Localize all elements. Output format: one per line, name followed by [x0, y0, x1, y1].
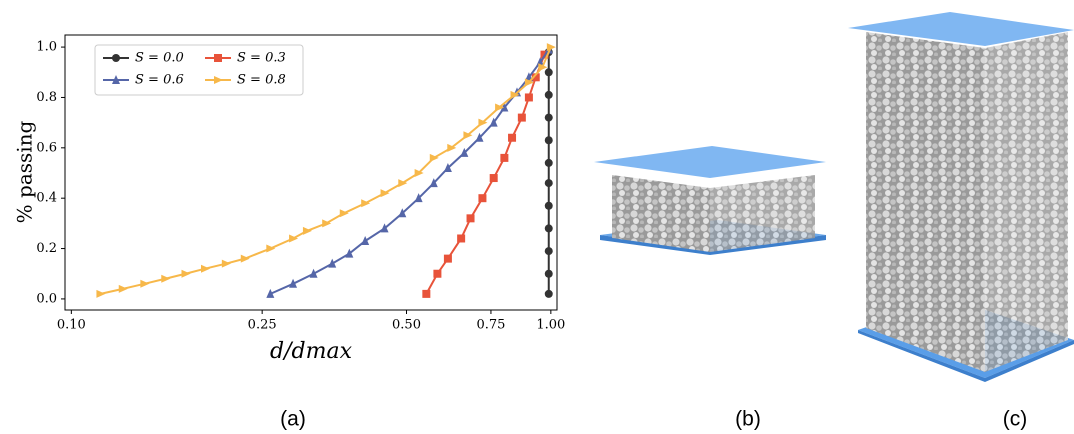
- x-tick-label: 0.50: [392, 318, 421, 333]
- marker: [545, 290, 553, 298]
- figure: (a) (b) (c) d/dmax % passing 0.10 0.25 0.5…: [0, 0, 1074, 434]
- y-axis-label: % passing: [13, 120, 37, 223]
- marker: [545, 202, 553, 210]
- marker: [545, 136, 553, 144]
- marker: [490, 174, 498, 182]
- y-tick-label: 0.4: [36, 191, 57, 206]
- y-tick-label: 0.8: [36, 90, 57, 105]
- x-tick-label: 0.10: [57, 318, 86, 333]
- marker: [457, 234, 465, 242]
- marker: [214, 54, 222, 62]
- legend-label: S = 0.3: [237, 51, 286, 66]
- marker: [545, 247, 553, 255]
- x-tick-label: 0.75: [476, 318, 505, 333]
- panel-label: (a): [280, 408, 306, 431]
- marker: [545, 68, 553, 76]
- panel-label: (c): [1003, 408, 1028, 431]
- marker: [161, 275, 170, 283]
- marker: [96, 290, 105, 298]
- y-tick-label: 0.6: [36, 140, 57, 155]
- legend-label: S = 0.8: [237, 73, 286, 88]
- legend: S = 0.0 S = 0.6 S = 0.3 S = 0.8: [95, 45, 303, 95]
- marker: [201, 265, 210, 273]
- marker: [222, 260, 231, 268]
- marker: [361, 236, 369, 245]
- marker: [518, 114, 526, 122]
- marker: [508, 134, 516, 142]
- legend-label: S = 0.6: [135, 73, 184, 88]
- marker: [444, 255, 452, 263]
- marker: [545, 179, 553, 187]
- marker: [545, 224, 553, 232]
- marker: [433, 270, 441, 278]
- x-tick-label: 0.25: [248, 318, 277, 333]
- marker: [545, 114, 553, 122]
- sample-tall: [848, 12, 1074, 382]
- x-tick-label: 1.00: [536, 318, 565, 333]
- marker: [345, 249, 353, 258]
- panel-label: (b): [735, 408, 761, 431]
- sample-short: [594, 146, 826, 255]
- marker: [467, 214, 475, 222]
- marker: [303, 227, 312, 235]
- marker: [545, 270, 553, 278]
- marker: [500, 154, 508, 162]
- y-tick-label: 0.0: [36, 291, 57, 306]
- marker: [112, 54, 120, 62]
- marker: [545, 91, 553, 99]
- marker: [422, 290, 430, 298]
- series-line: [270, 50, 548, 294]
- y-tick-label: 1.0: [36, 40, 57, 55]
- marker: [241, 255, 250, 263]
- x-axis-label: d/dmax: [270, 339, 353, 364]
- marker: [181, 270, 190, 278]
- marker: [266, 245, 275, 253]
- legend-label: S = 0.0: [135, 51, 184, 66]
- marker: [478, 194, 486, 202]
- marker: [119, 285, 128, 293]
- marker: [525, 93, 533, 101]
- y-tick-label: 0.2: [36, 241, 57, 256]
- marker: [545, 159, 553, 167]
- marker: [140, 280, 149, 288]
